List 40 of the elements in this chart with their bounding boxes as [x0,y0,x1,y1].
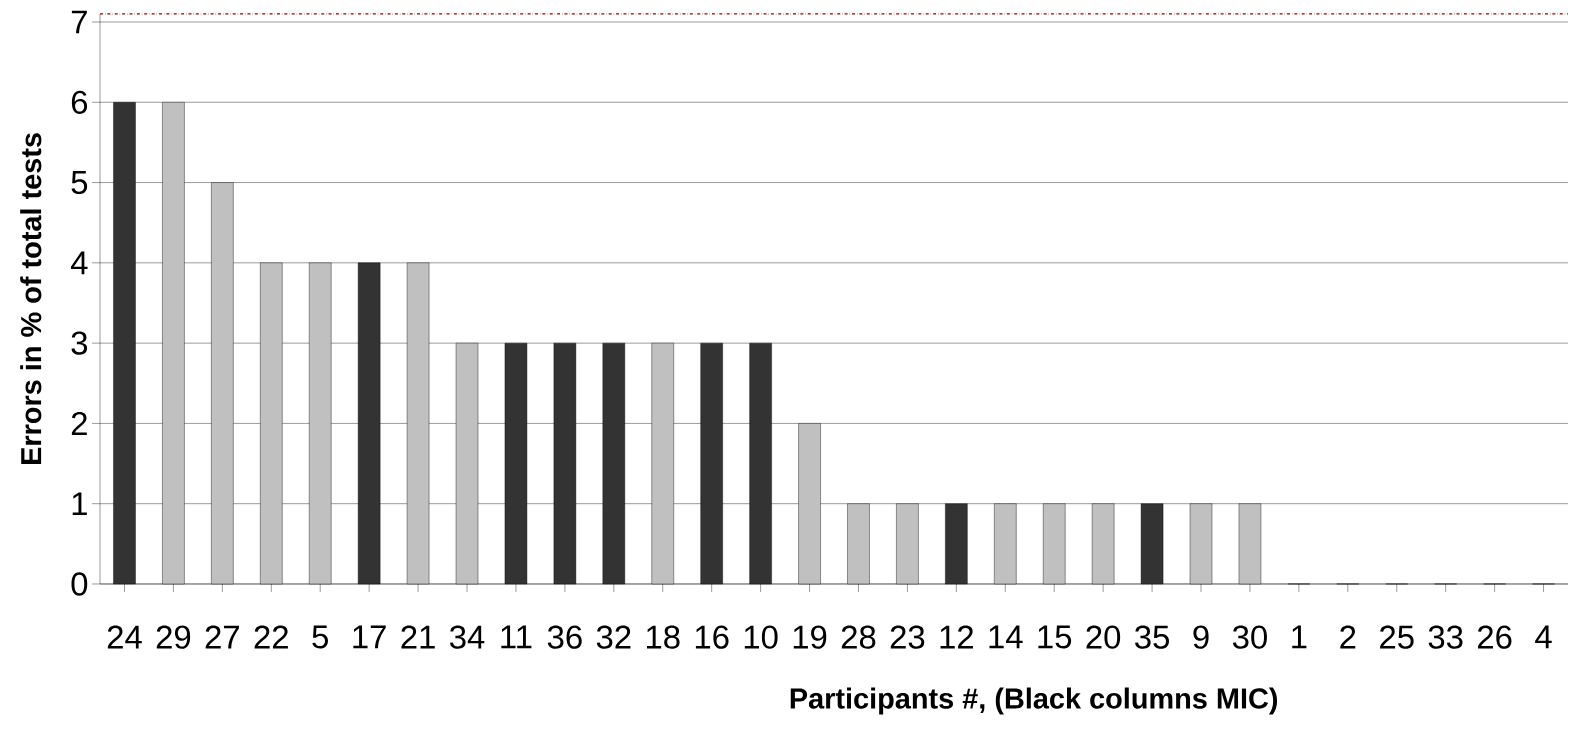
x-tick-label: 23 [890,625,925,649]
x-tick-label: 15 [1038,625,1072,649]
x-tick-label: 17 [353,625,386,649]
x-tick-label: 12 [940,625,973,649]
x-tick-label: 36 [547,625,582,649]
x-tick-label: 32 [596,625,631,649]
x-tick-label: 10 [744,625,778,649]
x-tick-label: 26 [1477,625,1512,649]
x-tick-label: 34 [449,625,485,649]
x-tick-label: 9 [1193,625,1209,649]
x-tick-label: 11 [501,625,532,649]
x-tick-label: 2 [1340,625,1356,649]
x-tick-label: 33 [1428,625,1463,649]
x-tick-label: 5 [312,625,328,649]
y-tick-label: 0 [71,572,88,596]
x-tick-label: 4 [1535,625,1552,649]
x-axis-title: Participants #, (Black columns MIC) [790,687,1278,715]
y-tick-label: 2 [71,411,87,435]
x-tick-label: 16 [695,625,729,649]
x-tick-label: 30 [1232,625,1267,649]
x-tick-label: 27 [205,625,239,649]
y-tick-label: 4 [70,251,88,275]
x-tick-label: 19 [793,625,827,649]
x-tick-label: 24 [107,625,142,649]
y-axis-title: Errors in % of total tests [20,133,42,464]
x-tick-label: 18 [646,625,680,649]
y-tick-label: 5 [71,171,88,195]
x-tick-label: 20 [1086,625,1121,649]
y-tick-label: 6 [71,90,88,114]
y-tick-label: 1 [72,492,87,516]
x-tick-label: 14 [989,625,1023,649]
x-tick-label: 21 [401,625,435,649]
x-tick-label: 22 [254,625,288,649]
x-tick-label: 29 [156,625,191,649]
y-tick-label: 3 [71,331,88,355]
y-tick-label: 7 [71,10,87,34]
x-tick-label: 28 [841,625,876,649]
x-tick-label: 1 [1292,625,1307,649]
x-tick-label: 25 [1380,625,1414,649]
x-tick-label: 35 [1135,625,1169,649]
